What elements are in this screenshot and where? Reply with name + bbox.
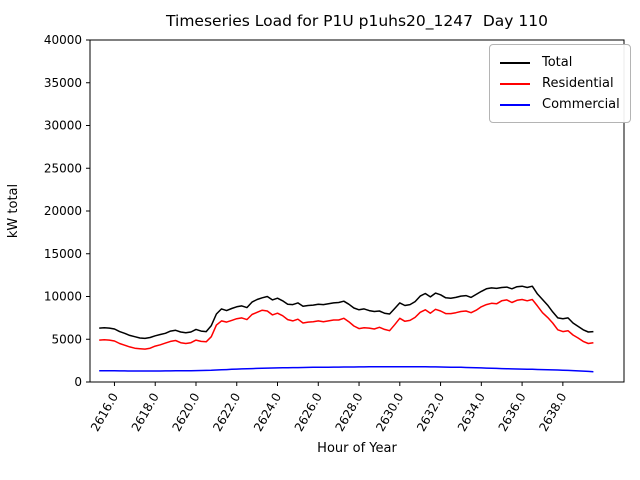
y-tick-label: 15000 (44, 247, 82, 261)
x-tick-label: 2616.0 (88, 391, 121, 434)
legend: Total Residential Commercial (489, 44, 631, 123)
y-tick-label: 20000 (44, 204, 82, 218)
chart-title: Timeseries Load for P1U p1uhs20_1247 Day… (166, 12, 548, 30)
y-tick-label: 5000 (51, 332, 82, 346)
legend-item: Residential (500, 73, 620, 94)
y-tick-label: 10000 (44, 290, 82, 304)
legend-line-swatch-residential (500, 82, 530, 85)
legend-item: Total (500, 52, 620, 73)
x-tick-label: 2626.0 (292, 391, 325, 434)
x-tick-label: 2634.0 (455, 391, 488, 434)
legend-line-swatch-commercial (500, 103, 530, 106)
y-tick-label: 0 (74, 375, 82, 389)
legend-label: Total (542, 55, 573, 70)
legend-label: Commercial (542, 97, 620, 112)
x-axis-label: Hour of Year (317, 441, 397, 456)
x-tick-label: 2628.0 (333, 391, 366, 434)
y-tick-label: 35000 (44, 76, 82, 90)
x-tick-label: 2622.0 (210, 391, 243, 434)
x-tick-label: 2618.0 (129, 391, 162, 434)
series-line-residential (99, 298, 594, 350)
x-tick-label: 2638.0 (536, 391, 569, 434)
y-tick-label: 30000 (44, 119, 82, 133)
x-tick-label: 2620.0 (169, 391, 202, 434)
y-axis-label: kW total (6, 184, 21, 238)
series-line-commercial (99, 365, 594, 373)
legend-item: Commercial (500, 94, 620, 115)
x-tick-label: 2632.0 (414, 391, 447, 434)
x-tick-label: 2630.0 (373, 391, 406, 434)
y-tick-label: 25000 (44, 161, 82, 175)
series-line-total (99, 285, 594, 340)
x-tick-label: 2636.0 (496, 391, 529, 434)
y-tick-label: 40000 (44, 33, 82, 47)
x-tick-label: 2624.0 (251, 391, 284, 434)
axes-frame (89, 39, 625, 383)
legend-line-swatch-total (500, 61, 530, 64)
legend-label: Residential (542, 76, 614, 91)
